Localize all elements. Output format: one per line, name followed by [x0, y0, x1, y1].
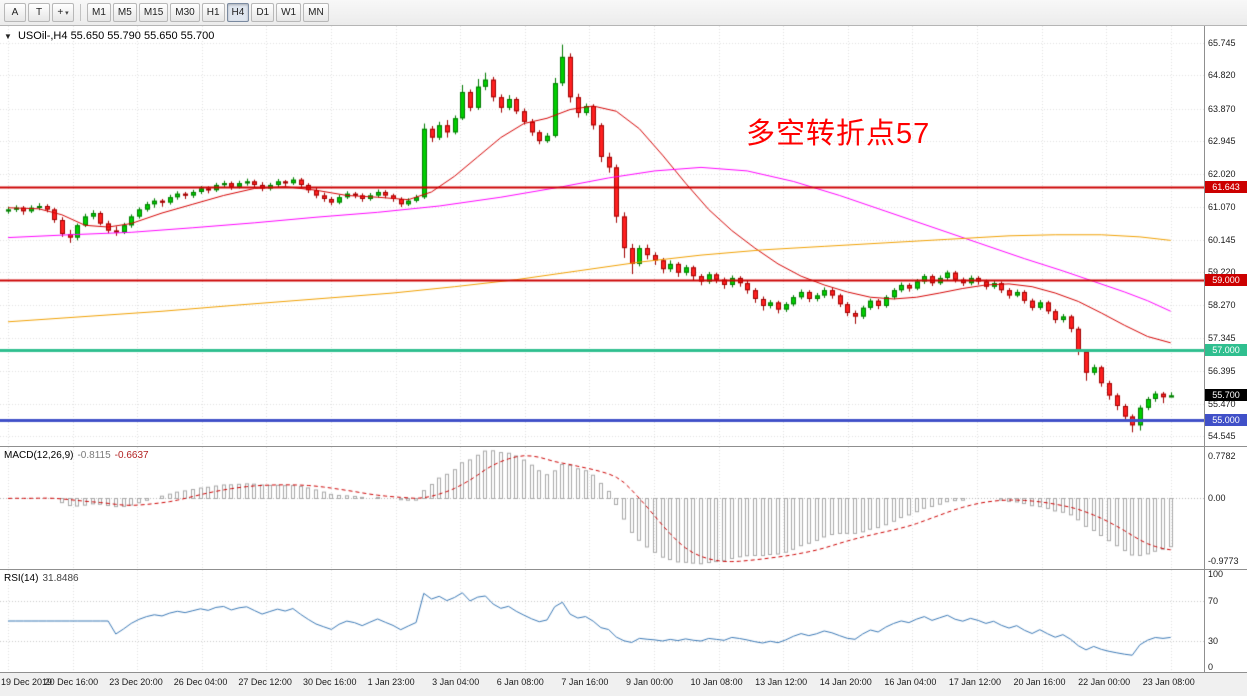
tool-button-t[interactable]: T [28, 3, 50, 22]
collapse-icon[interactable]: ▼ [4, 32, 12, 41]
time-axis-label: 6 Jan 08:00 [496, 677, 544, 687]
price-tick-label: 62.020 [1208, 168, 1236, 179]
timeframe-button-d1[interactable]: D1 [251, 3, 275, 22]
price-tick-label: 57.345 [1208, 332, 1236, 343]
rsi-label: RSI(14) 31.8486 [4, 573, 83, 584]
time-axis-label: 19 Dec 2019 [1, 677, 53, 687]
crosshair-icon: + [57, 7, 64, 18]
time-axis-label: 17 Jan 12:00 [948, 677, 1001, 687]
rsi-panel: RSI(14) 31.8486 100 70 30 0 [0, 569, 1247, 673]
price-tick-label: 55.470 [1208, 398, 1236, 409]
rsi-value: 31.8486 [42, 573, 79, 584]
time-axis-label: 30 Dec 16:00 [302, 677, 357, 687]
timeframe-button-h1[interactable]: H1 [201, 3, 225, 22]
timeframe-button-mn[interactable]: MN [303, 3, 329, 22]
price-level-tag: 55.000 [1205, 414, 1247, 427]
price-level-tag: 59.000 [1205, 273, 1247, 286]
price-level-tag: 57.000 [1205, 343, 1247, 356]
tool-button-a[interactable]: A [4, 3, 26, 22]
price-scale: 65.745 64.820 63.870 62.945 62.020 61.070 60.1… [1204, 26, 1247, 446]
macd-canvas[interactable] [0, 447, 1204, 569]
rsi-canvas[interactable] [0, 570, 1204, 672]
rsi-scale-100: 100 [1208, 569, 1224, 579]
rsi-scale-30: 30 [1208, 635, 1219, 646]
time-axis-label: 20 Jan 16:00 [1013, 677, 1066, 687]
time-axis[interactable]: 19 Dec 2019 20 Dec 16:00 23 Dec 20:00 26 De… [0, 673, 1247, 693]
macd-name: MACD(12,26,9) [4, 450, 74, 461]
price-tick-label: 59.220 [1208, 266, 1236, 277]
macd-signal-value: -0.6637 [114, 450, 149, 461]
time-axis-label: 9 Jan 00:00 [625, 677, 673, 687]
macd-scale-bottom: -0.9773 [1208, 556, 1239, 566]
time-axis-label: 23 Dec 20:00 [109, 677, 163, 687]
timeframe-button-m15[interactable]: M15 [138, 3, 169, 22]
price-level-tag: 61.643 [1205, 180, 1247, 193]
time-axis-label: 20 Dec 16:00 [44, 677, 99, 687]
time-axis-label: 1 Jan 23:00 [367, 677, 415, 687]
price-tick-label: 60.145 [1208, 234, 1236, 245]
time-axis-label: 13 Jan 12:00 [755, 677, 808, 687]
rsi-scale-70: 70 [1208, 596, 1219, 607]
time-axis-label: 23 Jan 08:00 [1142, 677, 1195, 687]
time-axis-label: 27 Dec 12:00 [238, 677, 292, 687]
macd-panel: MACD(12,26,9) -0.8115 -0.6637 0.7782 0.00 -0… [0, 447, 1247, 570]
rsi-scale: 100 70 30 0 [1204, 569, 1246, 672]
timeframe-button-m5[interactable]: M5 [112, 3, 137, 22]
chevron-down-icon: ▾ [65, 9, 69, 17]
main-chart-panel: ▼ USOil-,H4 55.650 55.790 55.650 55.700 … [0, 26, 1247, 447]
macd-scale-zero: 0.00 [1208, 493, 1226, 504]
time-axis-label: 14 Jan 20:00 [819, 677, 872, 687]
price-tick-label: 65.745 [1208, 38, 1236, 49]
price-tick-label: 62.945 [1208, 136, 1236, 147]
current-price-tag: 55.700 [1205, 389, 1247, 402]
price-tick-label: 61.070 [1208, 202, 1236, 213]
time-axis-label: 7 Jan 16:00 [561, 677, 609, 687]
rsi-scale-0: 0 [1208, 662, 1214, 672]
time-axis-label: 16 Jan 04:00 [884, 677, 937, 687]
price-tick-label: 64.820 [1208, 70, 1236, 81]
chart-symbol-label: USOil-,H4 [17, 30, 68, 42]
main-chart-canvas[interactable] [0, 26, 1204, 446]
macd-scale: 0.7782 0.00 -0.9773 [1204, 447, 1246, 569]
price-tick-label: 56.395 [1208, 366, 1236, 377]
timeframe-button-m30[interactable]: M30 [170, 3, 200, 22]
timeframe-button-m1[interactable]: M1 [87, 3, 111, 22]
timeframe-button-w1[interactable]: W1 [276, 3, 302, 22]
price-tick-label: 58.270 [1208, 300, 1236, 311]
price-tick-label: 63.870 [1208, 103, 1236, 114]
time-axis-label: 26 Dec 04:00 [173, 677, 228, 687]
time-axis-label: 3 Jan 04:00 [432, 677, 480, 687]
chart-annotation-text[interactable]: 多空转折点57 [746, 118, 931, 150]
timeframe-button-h4[interactable]: H4 [226, 3, 250, 22]
macd-label: MACD(12,26,9) -0.8115 -0.6637 [4, 450, 153, 461]
chart-ohlc-values: 55.650 55.790 55.650 55.700 [70, 30, 215, 42]
price-tick-label: 54.545 [1208, 431, 1236, 441]
objects-tool-button[interactable]: + ▾ [52, 3, 74, 22]
macd-main-value: -0.8115 [77, 450, 111, 461]
chart-title: ▼ USOil-,H4 55.650 55.790 55.650 55.700 [4, 30, 214, 42]
macd-scale-top: 0.7782 [1208, 451, 1236, 461]
toolbar-separator [80, 4, 81, 21]
timeframe-button-group: M1 M5 M15 M30 H1 H4 D1 W1 MN [87, 3, 329, 22]
rsi-name: RSI(14) [4, 573, 39, 584]
time-axis-label: 10 Jan 08:00 [690, 677, 743, 687]
time-axis-label: 22 Jan 00:00 [1078, 677, 1131, 687]
